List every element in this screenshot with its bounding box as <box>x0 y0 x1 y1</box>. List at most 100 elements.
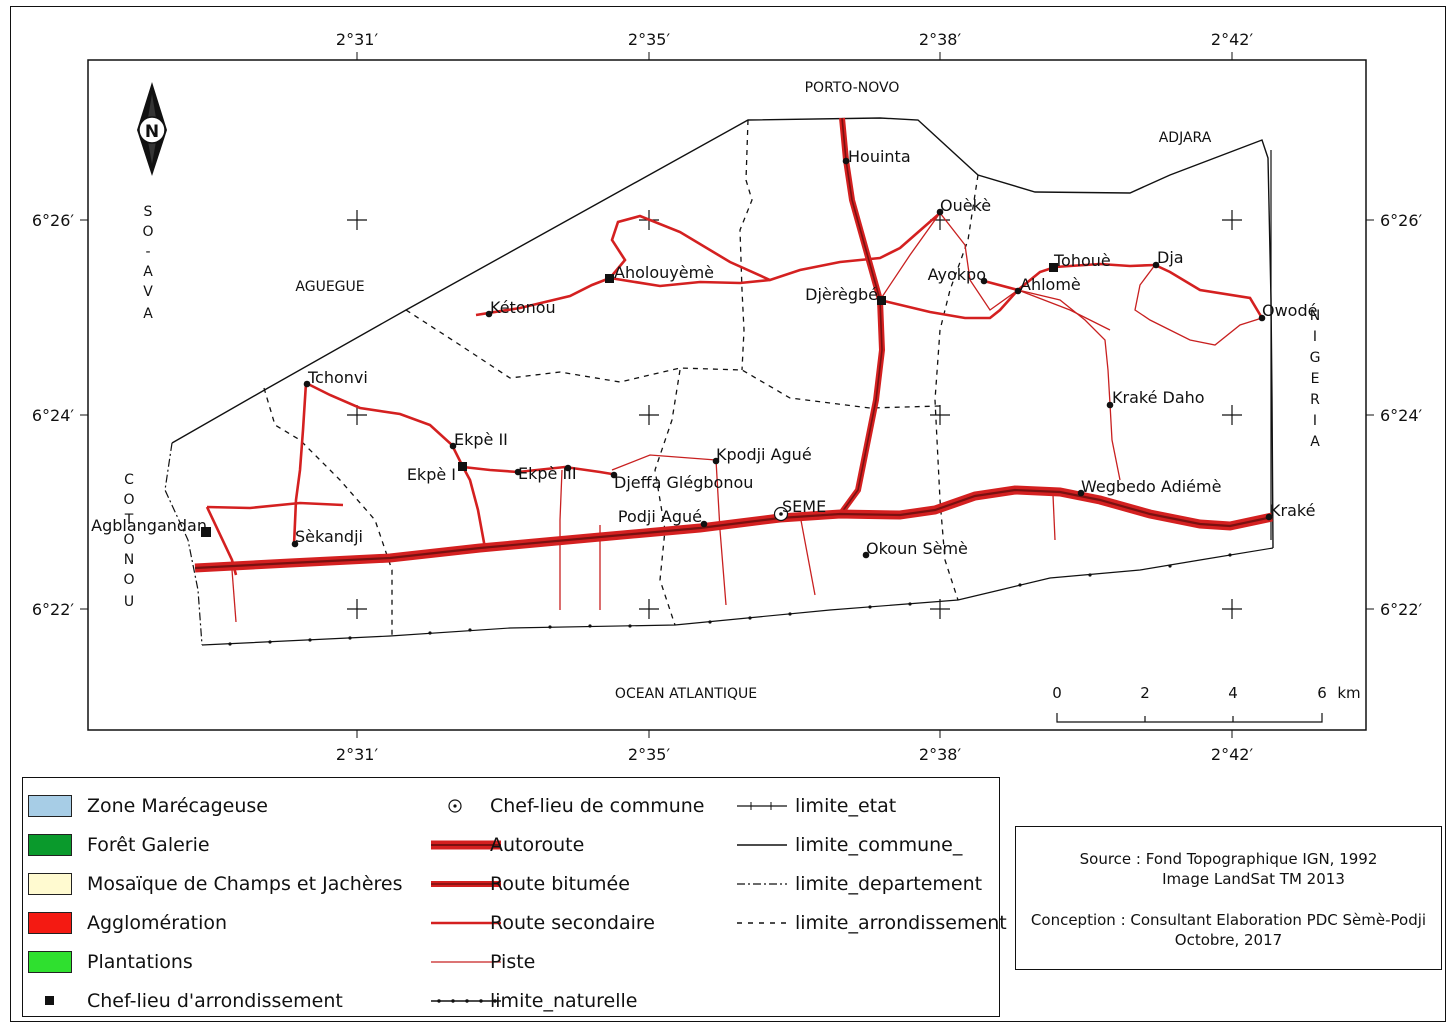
lon-label-bottom-4: 2°42′ <box>1211 745 1254 764</box>
legend-label-agglomeration: Agglomération <box>87 912 228 934</box>
legend-label-fields: Mosaïque de Champs et Jachères <box>87 873 403 895</box>
label-nigeria-6: I <box>1313 413 1317 429</box>
paved-road-core <box>841 117 883 513</box>
label-djeffa-glegbonou: Djeffa Glégbonou <box>614 473 753 492</box>
lat-label-right-3: 6°22′ <box>1380 600 1423 619</box>
scale-tick-0: 0 <box>1052 684 1062 702</box>
label-tohoue: Tohouè <box>1053 251 1111 270</box>
legend-swatch-agglomeration <box>28 912 72 934</box>
legend-label-autoroute: Autoroute <box>490 834 585 856</box>
map-border <box>87 59 1367 731</box>
label-ekpe-i: Ekpè I <box>407 465 456 484</box>
lat-label-left-3: 6°22′ <box>32 600 75 619</box>
legend-label-natural-limit: limite_naturelle <box>490 990 638 1012</box>
legend-label-arrondissement-limit: limite_arrondissement <box>795 912 1007 934</box>
lat-label-left-2: 6°24′ <box>32 406 75 425</box>
legend-road-symbols <box>431 799 501 1003</box>
legend-symbol-arrondissement-seat <box>45 996 54 1005</box>
label-ayokpo: Ayokpo <box>928 265 986 284</box>
natural-limit-dots <box>228 553 1232 646</box>
legend-label-swamp: Zone Marécageuse <box>87 795 269 817</box>
source-line-3: Conception : Consultant Elaboration PDC … <box>1030 911 1427 929</box>
label-so-ava-5: V <box>143 284 153 300</box>
label-agblangandan: Agblangandan <box>91 516 207 535</box>
source-line-1: Source : Fond Topographique IGN, 1992 <box>1079 850 1378 868</box>
label-podji-ague: Podji Agué <box>618 507 702 526</box>
label-so-ava-2: O <box>142 224 153 240</box>
label-aholouyeme: Aholouyèmè <box>614 263 714 282</box>
lat-label-right-1: 6°26′ <box>1380 211 1423 230</box>
source-box: Source : Fond Topographique IGN, 1992 Im… <box>1015 826 1442 970</box>
highway-core <box>194 488 1273 570</box>
label-krake-daho: Kraké Daho <box>1112 388 1205 407</box>
label-so-ava-6: A <box>143 306 153 322</box>
label-ahlome: Ahlomè <box>1020 275 1081 294</box>
label-owode: Owodé <box>1262 301 1317 320</box>
source-line-4: Octobre, 2017 <box>1174 931 1283 949</box>
label-djeregbe: Djèrègbé <box>805 285 878 304</box>
label-tchonvi: Tchonvi <box>307 368 368 387</box>
lat-label-left-1: 6°26′ <box>32 211 75 230</box>
scale-tick-2: 2 <box>1140 684 1150 702</box>
label-adjara: ADJARA <box>1159 130 1212 146</box>
legend-swatch-swamp <box>28 795 72 817</box>
label-wegbedo-adieme: Wegbedo Adiémè <box>1081 477 1221 496</box>
legend: Zone Marécageuse Forêt Galerie Mosaïque … <box>22 777 1007 1017</box>
legend-label-gallery-forest: Forêt Galerie <box>87 834 210 856</box>
label-aguegue: AGUEGUE <box>295 279 364 295</box>
label-so-ava-1: S <box>144 204 153 220</box>
arrondissement-seat-squares <box>201 263 1058 537</box>
label-dja: Dja <box>1157 248 1184 267</box>
scale-unit: km <box>1337 684 1360 702</box>
label-ocean: OCEAN ATLANTIQUE <box>615 686 757 702</box>
lon-label-top-1: 2°31′ <box>336 30 379 49</box>
label-kpodji-ague: Kpodji Agué <box>716 445 812 464</box>
north-arrow-letter: N <box>145 122 159 142</box>
legend-label-paved-road: Route bitumée <box>490 873 630 895</box>
locality-dots <box>291 157 1273 559</box>
label-nigeria-1: N <box>1310 308 1320 324</box>
legend-label-secondary-road: Route secondaire <box>490 912 655 934</box>
label-so-ava-4: A <box>143 264 153 280</box>
legend-commune-seat-icon <box>448 799 462 813</box>
label-cotonou-2: O <box>123 492 134 508</box>
label-nigeria-2: I <box>1313 329 1317 345</box>
legend-swatch-fields <box>28 873 72 895</box>
label-cotonou-7: U <box>124 594 134 610</box>
commune-boundary <box>171 117 1274 549</box>
label-cotonou-4: O <box>123 532 134 548</box>
legend-label-department-limit: limite_departement <box>795 873 983 895</box>
scale-tick-4: 4 <box>1228 684 1238 702</box>
source-line-2: Image LandSat TM 2013 <box>1162 870 1345 888</box>
label-cotonou-3: T <box>124 512 134 528</box>
lat-label-right-2: 6°24′ <box>1380 406 1423 425</box>
label-porto-novo: PORTO-NOVO <box>805 80 900 96</box>
label-krake: Kraké <box>1270 501 1315 520</box>
legend-swatch-gallery-forest <box>28 834 72 856</box>
legend-swatch-plantations <box>28 951 72 973</box>
lon-label-top-2: 2°35′ <box>628 30 671 49</box>
legend-label-state-limit: limite_etat <box>795 795 897 817</box>
legend-label-plantations: Plantations <box>87 951 193 973</box>
label-cotonou-1: C <box>124 472 134 488</box>
lon-label-bottom-2: 2°35′ <box>628 745 671 764</box>
label-so-ava-3: - <box>145 244 150 260</box>
legend-label-arrondissement-seat: Chef-lieu d'arrondissement <box>87 990 343 1012</box>
lon-label-top-4: 2°42′ <box>1211 30 1254 49</box>
lon-label-top-3: 2°38′ <box>919 30 962 49</box>
legend-label-commune-seat: Chef-lieu de commune <box>490 795 705 817</box>
label-sekandji: Sèkandji <box>295 527 363 546</box>
label-oueke: Ouèkè <box>940 196 991 215</box>
label-okoun-seme: Okoun Sèmè <box>866 539 968 558</box>
label-nigeria-7: A <box>1310 434 1320 450</box>
label-houinta: Houinta <box>848 147 911 166</box>
label-ekpe-ii: Ekpè II <box>454 430 508 449</box>
label-cotonou-5: N <box>124 552 134 568</box>
label-nigeria-3: G <box>1310 350 1321 366</box>
north-arrow-icon: N <box>137 82 167 176</box>
label-ketonou: Kétonou <box>490 298 556 317</box>
label-seme: SEME <box>782 497 826 516</box>
label-nigeria-4: E <box>1311 371 1320 387</box>
label-ekpe-iii: Ekpè III <box>518 464 577 483</box>
